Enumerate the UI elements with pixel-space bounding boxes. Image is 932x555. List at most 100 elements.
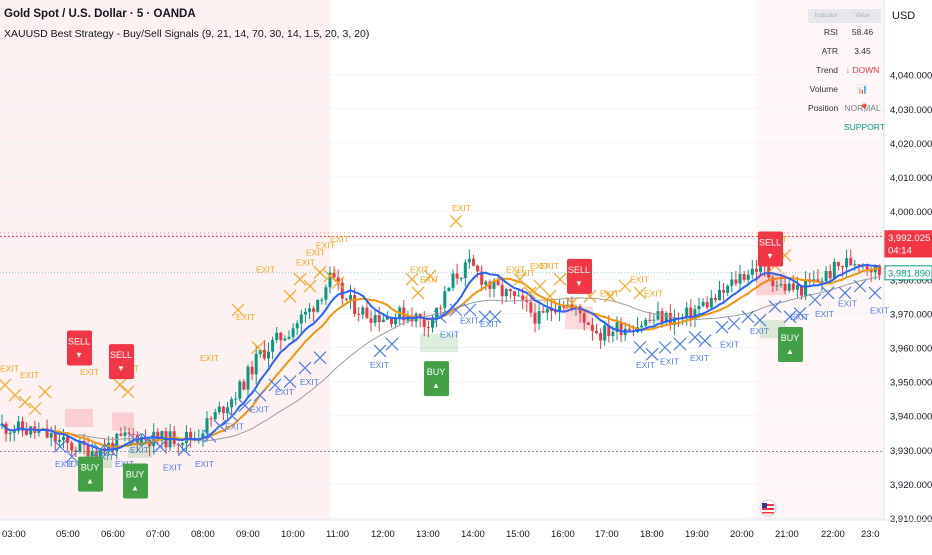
time-tick-label: 18:00 [640, 529, 664, 540]
exit-x-marker [0, 378, 12, 392]
candle-body [21, 421, 24, 431]
signal-zone [65, 408, 93, 428]
candle-body [139, 436, 143, 445]
buy-signal-label: BUY [81, 463, 100, 473]
exit-x-marker [523, 286, 537, 300]
candle-body [853, 264, 857, 266]
candle-body [525, 299, 529, 303]
candle-body [439, 307, 443, 309]
session-plain [330, 0, 530, 520]
exit-label: EXIT [600, 288, 619, 298]
exit-label: EXIT [55, 459, 74, 469]
exit-label: EXIT [130, 445, 149, 455]
candle-body [734, 279, 738, 284]
exit-x-marker [93, 443, 107, 457]
sell-signal-box [109, 344, 134, 380]
candle-body [131, 433, 135, 435]
candle-body [74, 450, 78, 452]
exit-x-marker [513, 272, 527, 286]
currency-label[interactable]: USD [892, 10, 916, 22]
info-table-head-value: Value [855, 13, 871, 19]
exit-x-marker [177, 443, 191, 457]
signal-zone [128, 439, 152, 458]
buy-signal-label: BUY [427, 367, 446, 377]
exit-x-marker [488, 310, 502, 324]
exit-x-marker [113, 378, 127, 392]
us-flag-stripe [762, 512, 774, 514]
exit-x-marker [53, 439, 67, 453]
candle-body [685, 307, 689, 317]
price-tick-label: 3,930.000 [890, 446, 932, 457]
candle-body [226, 407, 229, 414]
candle-body [213, 412, 217, 420]
exit-label: EXIT [690, 353, 709, 363]
candle-body [484, 281, 488, 285]
candle-body [123, 432, 127, 436]
signal-zone [565, 306, 593, 330]
candle-body [373, 315, 377, 323]
candle-body [590, 325, 594, 331]
candle-body [127, 432, 131, 434]
candle-body [713, 297, 717, 301]
exit-x-marker [121, 385, 135, 399]
exit-x-marker [741, 310, 755, 324]
price-tick-label: 3,960.000 [890, 344, 932, 355]
exit-label: EXIT [480, 319, 499, 329]
candle-body [775, 285, 779, 287]
exit-x-marker [283, 289, 297, 303]
indicator-legend[interactable]: XAUUSD Best Strategy - Buy/Sell Signals … [4, 28, 370, 40]
candle-body [291, 328, 295, 337]
candle-body [320, 299, 324, 301]
candle-body [119, 433, 123, 436]
candle-body [857, 264, 861, 266]
candle-body [90, 451, 94, 457]
chart-symbol-title[interactable]: Gold Spot / U.S. Dollar · 5 · OANDA [4, 8, 196, 20]
candle-body [627, 328, 631, 331]
sell-arrow: ▼ [75, 350, 83, 359]
exit-x-marker [65, 450, 79, 464]
exit-x-marker [298, 361, 312, 375]
buy-arrow: ▲ [786, 347, 794, 356]
candle-body [336, 277, 340, 283]
candle-body [324, 287, 328, 300]
exit-x-marker [533, 279, 547, 293]
exit-x-marker [645, 347, 659, 361]
exit-x-marker [868, 286, 882, 300]
exit-x-marker [268, 378, 282, 392]
candle-body [824, 270, 828, 282]
candle-body [299, 314, 303, 324]
time-tick-label: 09:00 [236, 529, 260, 540]
info-table-head-indicator: Indicator [814, 13, 838, 19]
candle-body [570, 304, 574, 307]
exit-x-marker [543, 289, 557, 303]
exit-label: EXIT [300, 377, 319, 387]
time-tick-label: 10:00 [281, 529, 305, 540]
buy-signal-box [778, 327, 803, 363]
candle-body [344, 298, 348, 300]
exit-x-marker [853, 279, 867, 293]
time-tick-label: 13:00 [416, 529, 440, 540]
time-tick-label: 17:00 [595, 529, 619, 540]
exit-label: EXIT [530, 261, 549, 271]
candle-body [316, 299, 320, 312]
candle-body [66, 436, 70, 443]
candle-body [447, 287, 451, 292]
exit-x-marker [783, 310, 797, 324]
candle-body [98, 448, 102, 457]
price-tick-label: 3,920.000 [890, 480, 932, 491]
price-tick-label: 3,940.000 [890, 412, 932, 423]
candle-body [779, 284, 783, 286]
buy-signal-label: BUY [126, 469, 145, 479]
candle-body [877, 265, 881, 276]
exit-label: EXIT [460, 316, 479, 326]
price-tick-label: 4,010.000 [890, 173, 932, 184]
candle-body [705, 302, 709, 308]
candle-body [381, 319, 385, 323]
candle-body [693, 309, 697, 319]
buy-arrow: ▲ [131, 483, 139, 492]
info-row-atr: ATR 3.45 [808, 42, 881, 61]
candle-body [250, 366, 254, 375]
candle-body [541, 311, 545, 313]
